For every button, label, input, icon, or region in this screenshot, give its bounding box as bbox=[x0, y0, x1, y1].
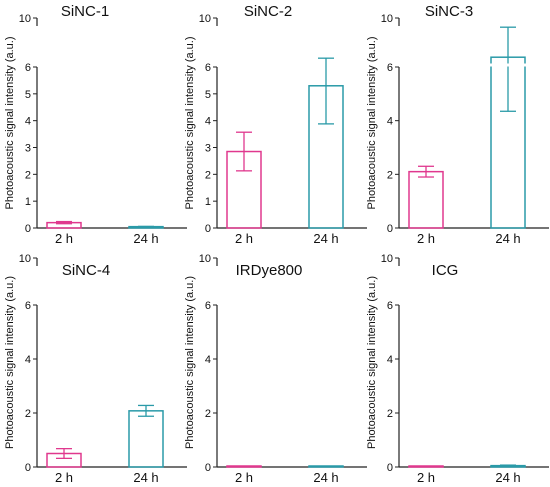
x-tick-label: 24 h bbox=[313, 231, 338, 246]
x-tick-label: 2 h bbox=[55, 470, 73, 485]
y-axis-label: Photoacoustic signal intensity (a.u.) bbox=[184, 36, 196, 209]
panel-title: IRDye800 bbox=[236, 262, 303, 279]
y-tick-label: 2 bbox=[25, 408, 31, 420]
panel-title: SiNC-3 bbox=[425, 3, 473, 20]
panel-3: SiNC-3 Photoacoustic signal intensity (a.… bbox=[366, 3, 549, 246]
y-tick-label: 3 bbox=[205, 143, 211, 155]
panel-1: SiNC-1 Photoacoustic signal intensity (a.… bbox=[4, 3, 187, 246]
y-tick-label: 2 bbox=[387, 408, 393, 420]
x-tick-label: 2 h bbox=[235, 470, 253, 485]
panel-title: SiNC-1 bbox=[61, 3, 109, 20]
y-tick-label: 6 bbox=[205, 300, 211, 312]
panel-title: SiNC-2 bbox=[244, 3, 292, 20]
y-tick-label: 10 bbox=[381, 13, 393, 25]
y-tick-label: 10 bbox=[19, 13, 31, 25]
y-tick-label: 10 bbox=[199, 13, 211, 25]
y-axis-label: Photoacoustic signal intensity (a.u.) bbox=[366, 36, 378, 209]
y-tick-label: 10 bbox=[19, 253, 31, 265]
x-tick-label: 24 h bbox=[313, 470, 338, 485]
y-tick-label: 4 bbox=[387, 116, 393, 128]
bar-2h bbox=[408, 465, 444, 468]
x-tick-label: 24 h bbox=[133, 231, 158, 246]
y-tick-label: 6 bbox=[387, 300, 393, 312]
panel-title: SiNC-4 bbox=[62, 262, 110, 279]
y-tick-label: 2 bbox=[205, 408, 211, 420]
y-axis-label: Photoacoustic signal intensity (a.u.) bbox=[4, 36, 16, 209]
panel-title: ICG bbox=[432, 262, 459, 279]
y-tick-label: 1 bbox=[25, 196, 31, 208]
x-tick-label: 24 h bbox=[495, 470, 520, 485]
y-axis-label: Photoacoustic signal intensity (a.u.) bbox=[4, 276, 16, 449]
y-tick-label: 4 bbox=[205, 354, 211, 366]
bar-24h bbox=[308, 465, 344, 468]
y-tick-label: 4 bbox=[387, 354, 393, 366]
y-tick-label: 4 bbox=[25, 354, 31, 366]
y-tick-label: 6 bbox=[387, 62, 393, 74]
panel-5: IRDye800 Photoacoustic signal intensity (… bbox=[184, 253, 367, 485]
y-tick-label: 3 bbox=[25, 143, 31, 155]
y-tick-label: 0 bbox=[25, 462, 31, 474]
x-tick-label: 2 h bbox=[417, 470, 435, 485]
x-tick-label: 2 h bbox=[55, 231, 73, 246]
y-tick-label: 5 bbox=[25, 89, 31, 101]
panel-4: SiNC-4 Photoacoustic signal intensity (a.… bbox=[4, 253, 187, 485]
y-tick-label: 2 bbox=[387, 169, 393, 181]
x-tick-label: 2 h bbox=[235, 231, 253, 246]
bar-24h bbox=[128, 410, 164, 468]
y-tick-label: 4 bbox=[205, 116, 211, 128]
y-tick-label: 0 bbox=[205, 223, 211, 235]
y-tick-label: 1 bbox=[205, 196, 211, 208]
panel-6: ICG Photoacoustic signal intensity (a.u.)… bbox=[366, 253, 549, 485]
x-tick-label: 24 h bbox=[133, 470, 158, 485]
x-tick-label: 24 h bbox=[495, 231, 520, 246]
bar-2h bbox=[226, 465, 262, 468]
y-tick-label: 4 bbox=[25, 116, 31, 128]
y-tick-label: 5 bbox=[205, 89, 211, 101]
panel-2: SiNC-2 Photoacoustic signal intensity (a.… bbox=[184, 3, 367, 246]
y-tick-label: 6 bbox=[205, 62, 211, 74]
y-tick-label: 6 bbox=[25, 62, 31, 74]
x-tick-label: 2 h bbox=[417, 231, 435, 246]
y-tick-label: 10 bbox=[199, 253, 211, 265]
y-tick-label: 2 bbox=[205, 169, 211, 181]
y-tick-label: 6 bbox=[25, 300, 31, 312]
bar-2h bbox=[408, 170, 444, 229]
y-tick-label: 0 bbox=[387, 223, 393, 235]
y-tick-label: 10 bbox=[381, 253, 393, 265]
y-axis-label: Photoacoustic signal intensity (a.u.) bbox=[366, 276, 378, 449]
y-tick-label: 0 bbox=[25, 223, 31, 235]
y-tick-label: 0 bbox=[205, 462, 211, 474]
y-tick-label: 0 bbox=[387, 462, 393, 474]
y-tick-label: 2 bbox=[25, 169, 31, 181]
y-axis-label: Photoacoustic signal intensity (a.u.) bbox=[184, 276, 196, 449]
